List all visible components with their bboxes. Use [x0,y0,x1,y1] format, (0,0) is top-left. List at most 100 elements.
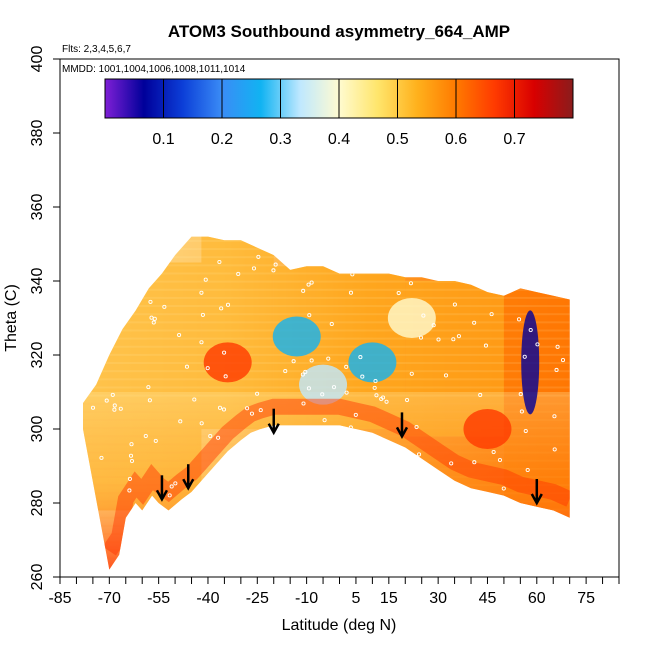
sample-point [353,412,358,417]
sample-point [91,308,96,313]
heatmap-band [83,549,570,552]
sample-point [129,442,134,447]
sample-point [126,267,131,272]
sample-point [472,460,477,465]
sample-point [301,401,306,406]
sample-point [309,280,314,285]
colorbar-tick-label: 0.4 [328,131,350,148]
heatmap-band [83,532,570,535]
x-tick-label: 45 [479,590,497,607]
heatmap-feature-2 [348,342,397,383]
sample-point [306,282,311,287]
sample-point [251,266,257,271]
heatmap-band [83,541,570,544]
sample-point [357,487,362,492]
x-axis-label: Latitude (deg N) [282,617,397,634]
sample-point [223,374,228,379]
sample-point [277,485,282,490]
sample-point [184,364,190,369]
heatmap-band [83,272,570,275]
heatmap-band [83,353,570,356]
sample-point [301,475,306,480]
sample-point [125,278,130,284]
sample-point [519,409,524,414]
sample-point [129,458,135,464]
sample-point [452,302,457,307]
sample-point [518,392,523,397]
x-tick-label: -55 [147,590,170,607]
sample-point [112,407,117,412]
colorbar-tick-label: 0.2 [211,131,233,148]
sample-point [258,408,263,413]
sample-point [358,355,363,360]
heatmap-band [83,337,570,340]
sample-point [408,281,413,286]
sample-point [221,407,227,412]
heatmap-band [83,321,570,324]
sample-point [497,457,503,463]
dates-note: MMDD: 1001,1004,1006,1008,1011,1014 [62,64,246,75]
sample-point [146,385,151,390]
x-axis: -85 -70 -55 -40 -25 -10 5 15 30 45 60 75 [48,577,620,607]
sample-point [240,488,245,493]
sample-point [552,414,557,419]
sample-point [344,390,349,395]
sample-point [205,366,210,371]
sample-point [304,436,309,441]
sample-point [352,251,357,256]
sample-point [302,472,307,477]
sample-point [516,317,522,322]
sample-point [300,372,305,377]
surface-band [102,398,570,556]
x-tick-label: 75 [577,590,595,607]
heatmap-feature-4 [521,310,540,415]
y-tick-label: 320 [29,342,46,369]
heatmap-feature-5 [203,342,252,383]
sample-point [555,344,560,349]
sample-point [199,340,204,345]
colorbar-tick-label: 0.5 [386,131,408,148]
sample-point [348,290,354,295]
arrow-head [267,423,280,436]
sample-point [483,343,489,348]
heatmap-band [60,232,619,234]
sample-point [408,455,413,461]
sample-point [306,471,311,476]
sample-point [416,452,422,457]
sample-point [505,257,510,262]
sample-point [90,405,96,410]
heatmap-band [83,296,570,299]
sample-point [350,480,355,485]
sample-point [283,369,288,374]
sample-point [291,359,296,364]
sample-point [243,454,248,459]
sample-point [443,373,449,378]
y-tick-label: 360 [29,194,46,221]
heatmap-feature-1 [299,364,348,405]
sample-point [117,312,122,317]
sample-point [192,397,197,402]
sample-point [451,337,456,342]
sample-point [146,274,151,279]
heatmap-band [83,305,570,308]
sample-point [327,480,333,485]
sample-point [245,406,250,411]
sample-point [178,419,183,424]
arrow-head [530,493,543,506]
colorbar-tick-label: 0.6 [445,131,467,148]
sample-point [323,432,328,437]
sample-point [170,252,175,257]
heatmap-band [83,508,570,511]
sample-point [249,411,255,416]
sample-point [418,335,424,340]
sample-point [331,385,337,390]
sample-point [470,270,475,275]
heatmap-feature-3 [387,298,436,338]
sample-point [110,392,115,397]
sample-point [273,262,278,267]
sample-point [384,399,389,404]
sample-point [177,332,182,338]
sample-point [151,320,156,325]
sample-point [217,259,222,265]
sample-point [525,467,530,473]
